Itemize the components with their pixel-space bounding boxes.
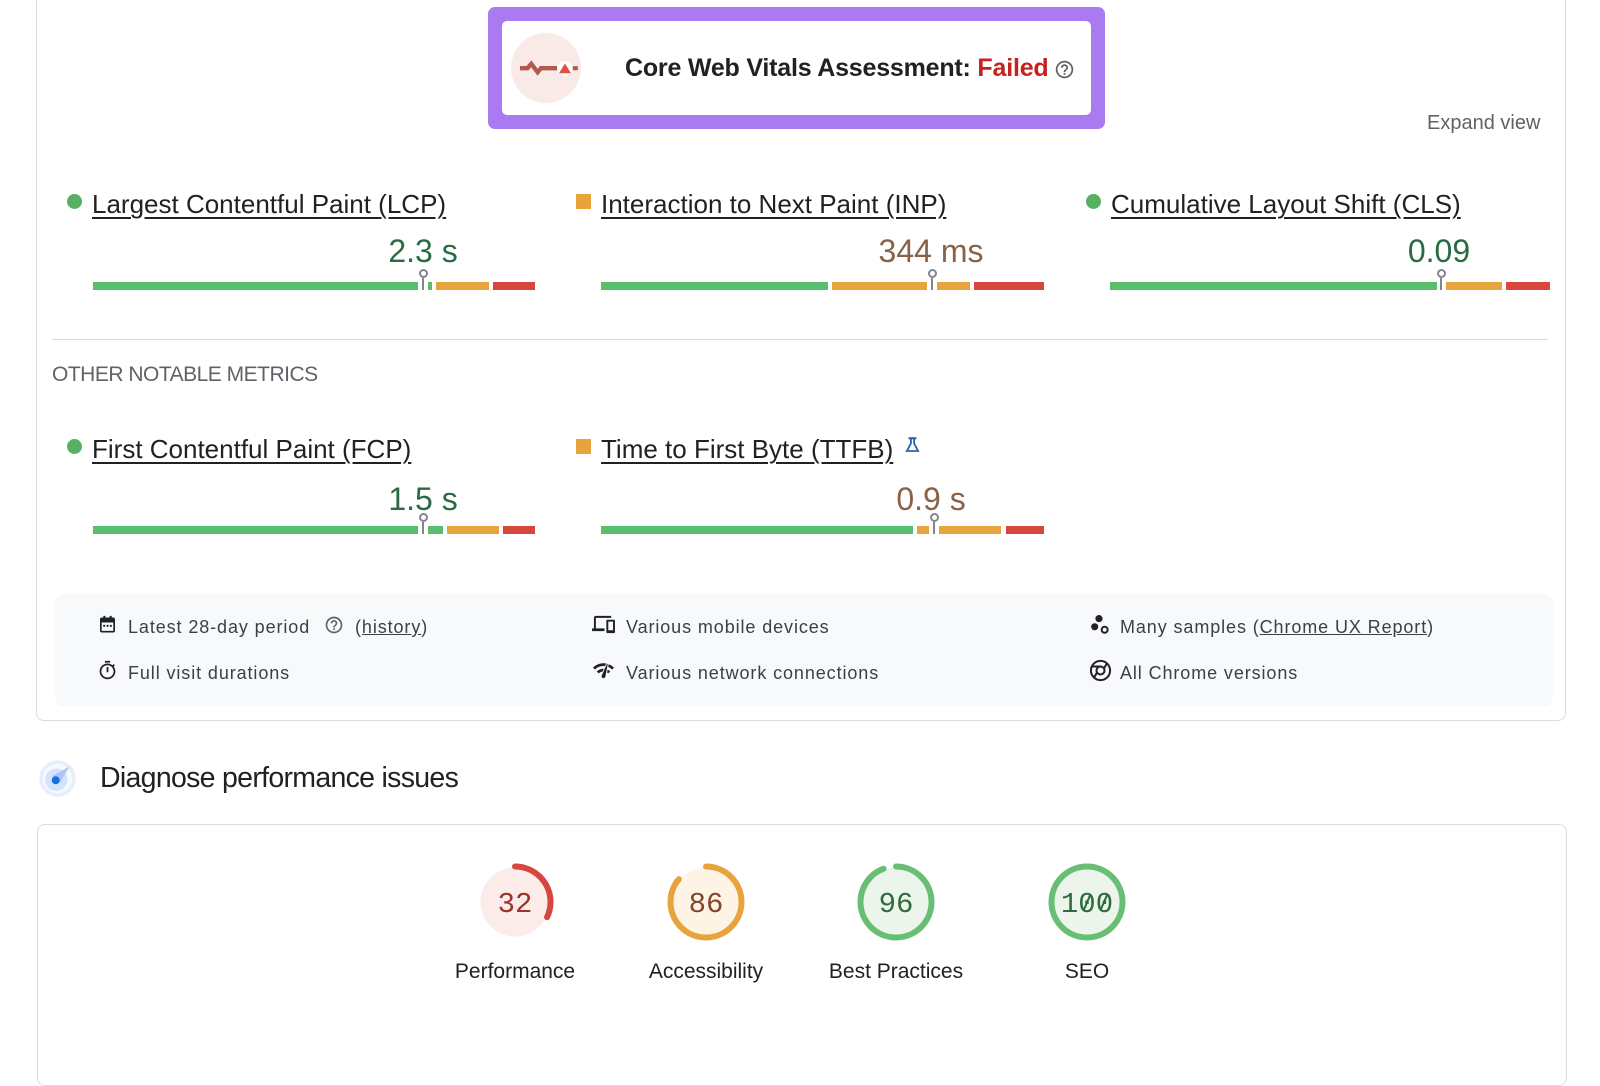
svg-text:86: 86 [689, 888, 724, 921]
svg-text:32: 32 [498, 888, 533, 921]
svg-text:96: 96 [879, 888, 914, 921]
